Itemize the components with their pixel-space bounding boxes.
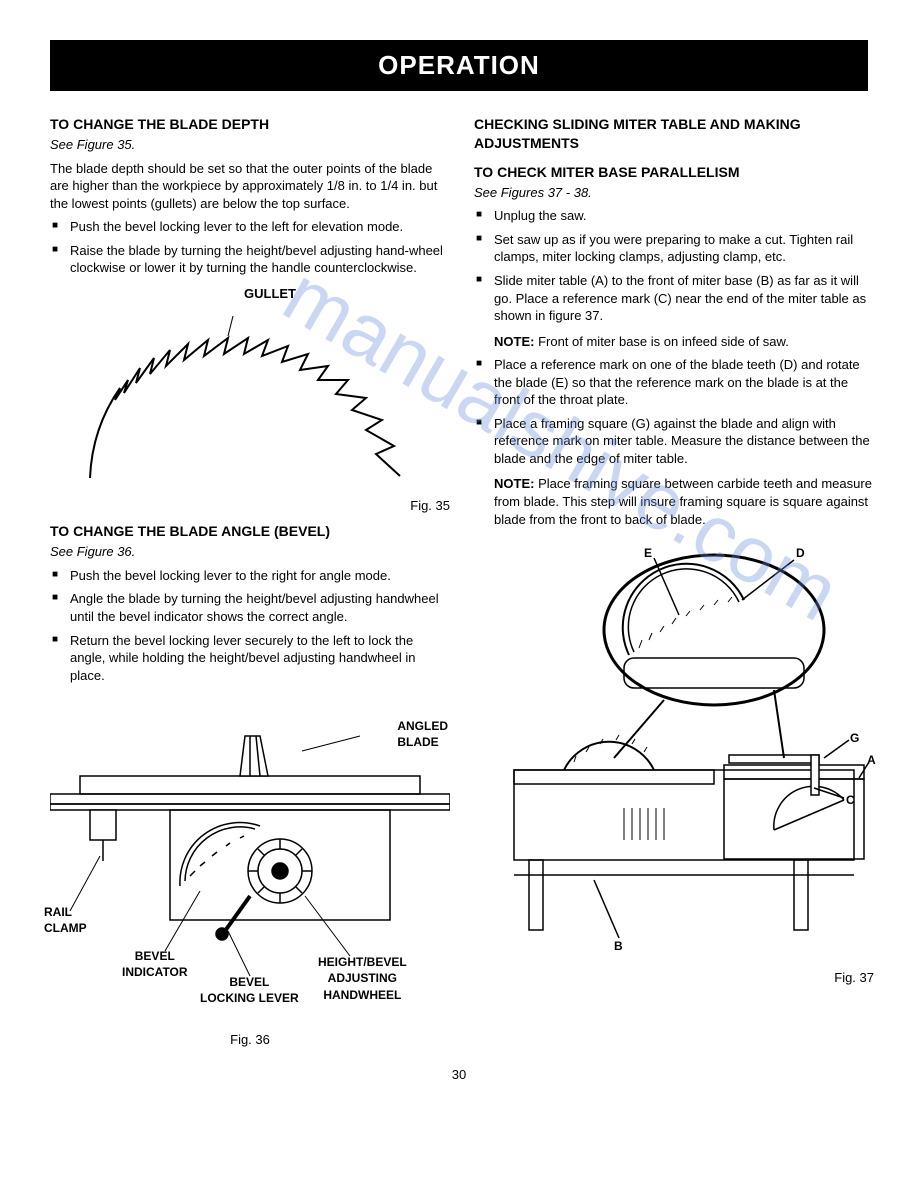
note-label: NOTE: bbox=[494, 476, 534, 491]
note-text: Place framing square between carbide tee… bbox=[494, 476, 872, 526]
see-figure-36: See Figure 36. bbox=[50, 543, 450, 561]
list-item: Place a reference mark on one of the bla… bbox=[474, 356, 874, 409]
callout-D: D bbox=[796, 545, 805, 561]
left-column: TO CHANGE THE BLADE DEPTH See Figure 35.… bbox=[50, 111, 450, 1048]
list-item: Set saw up as if you were preparing to m… bbox=[474, 231, 874, 266]
list-item: Place a framing square (G) against the b… bbox=[474, 415, 874, 468]
heading-blade-depth: TO CHANGE THE BLADE DEPTH bbox=[50, 115, 450, 134]
callout-E: E bbox=[644, 545, 652, 561]
note-1: NOTE: Front of miter base is on infeed s… bbox=[474, 333, 874, 351]
page-number: 30 bbox=[50, 1066, 868, 1084]
see-figures-37-38: See Figures 37 - 38. bbox=[474, 184, 874, 202]
list-item: Push the bevel locking lever to the righ… bbox=[50, 567, 450, 585]
list-item: Push the bevel locking lever to the left… bbox=[50, 218, 450, 236]
callout-bevel-locking-lever: BEVEL LOCKING LEVER bbox=[200, 974, 299, 1006]
see-figure-35: See Figure 35. bbox=[50, 136, 450, 154]
figure-37-diagram: E D G A C B bbox=[474, 540, 874, 965]
list-item: Raise the blade by turning the height/be… bbox=[50, 242, 450, 277]
callout-G: G bbox=[850, 730, 859, 746]
callout-height-bevel: HEIGHT/BEVEL ADJUSTING HANDWHEEL bbox=[318, 954, 407, 1003]
miter-steps-1: Unplug the saw. Set saw up as if you wer… bbox=[474, 207, 874, 324]
heading-blade-angle: TO CHANGE THE BLADE ANGLE (BEVEL) bbox=[50, 522, 450, 541]
blade-depth-steps: Push the bevel locking lever to the left… bbox=[50, 218, 450, 277]
list-item: Unplug the saw. bbox=[474, 207, 874, 225]
two-column-layout: TO CHANGE THE BLADE DEPTH See Figure 35.… bbox=[50, 111, 868, 1048]
heading-miter-parallelism: TO CHECK MITER BASE PARALLELISM bbox=[474, 163, 874, 182]
callout-angled-blade: ANGLED BLADE bbox=[397, 718, 448, 750]
note-text: Front of miter base is on infeed side of… bbox=[534, 334, 788, 349]
figure-37-caption: Fig. 37 bbox=[474, 969, 874, 987]
figure-35-diagram bbox=[50, 308, 450, 493]
callout-A: A bbox=[867, 752, 876, 768]
figure-36-diagram: ANGLED BLADE RAIL CLAMP BEVEL INDICATOR … bbox=[50, 696, 450, 1001]
list-item: Angle the blade by turning the height/be… bbox=[50, 590, 450, 625]
heading-miter-table: CHECKING SLIDING MITER TABLE AND MAKING … bbox=[474, 115, 874, 153]
list-item: Slide miter table (A) to the front of mi… bbox=[474, 272, 874, 325]
miter-steps-2: Place a reference mark on one of the bla… bbox=[474, 356, 874, 467]
callout-B: B bbox=[614, 938, 623, 954]
list-item: Return the bevel locking lever securely … bbox=[50, 632, 450, 685]
blade-angle-steps: Push the bevel locking lever to the righ… bbox=[50, 567, 450, 684]
figure-35-caption: Fig. 35 bbox=[50, 497, 450, 515]
note-label: NOTE: bbox=[494, 334, 534, 349]
callout-rail-clamp: RAIL CLAMP bbox=[44, 904, 87, 936]
page: manualshive.com OPERATION TO CHANGE THE … bbox=[50, 40, 868, 1084]
section-banner: OPERATION bbox=[50, 40, 868, 91]
gullet-label: GULLET bbox=[50, 285, 450, 303]
right-column: CHECKING SLIDING MITER TABLE AND MAKING … bbox=[474, 111, 874, 1048]
note-2: NOTE: Place framing square between carbi… bbox=[474, 475, 874, 528]
callout-bevel-indicator: BEVEL INDICATOR bbox=[122, 948, 188, 980]
figure-36-caption: Fig. 36 bbox=[50, 1031, 450, 1049]
blade-depth-paragraph: The blade depth should be set so that th… bbox=[50, 160, 450, 213]
callout-C: C bbox=[846, 792, 855, 808]
